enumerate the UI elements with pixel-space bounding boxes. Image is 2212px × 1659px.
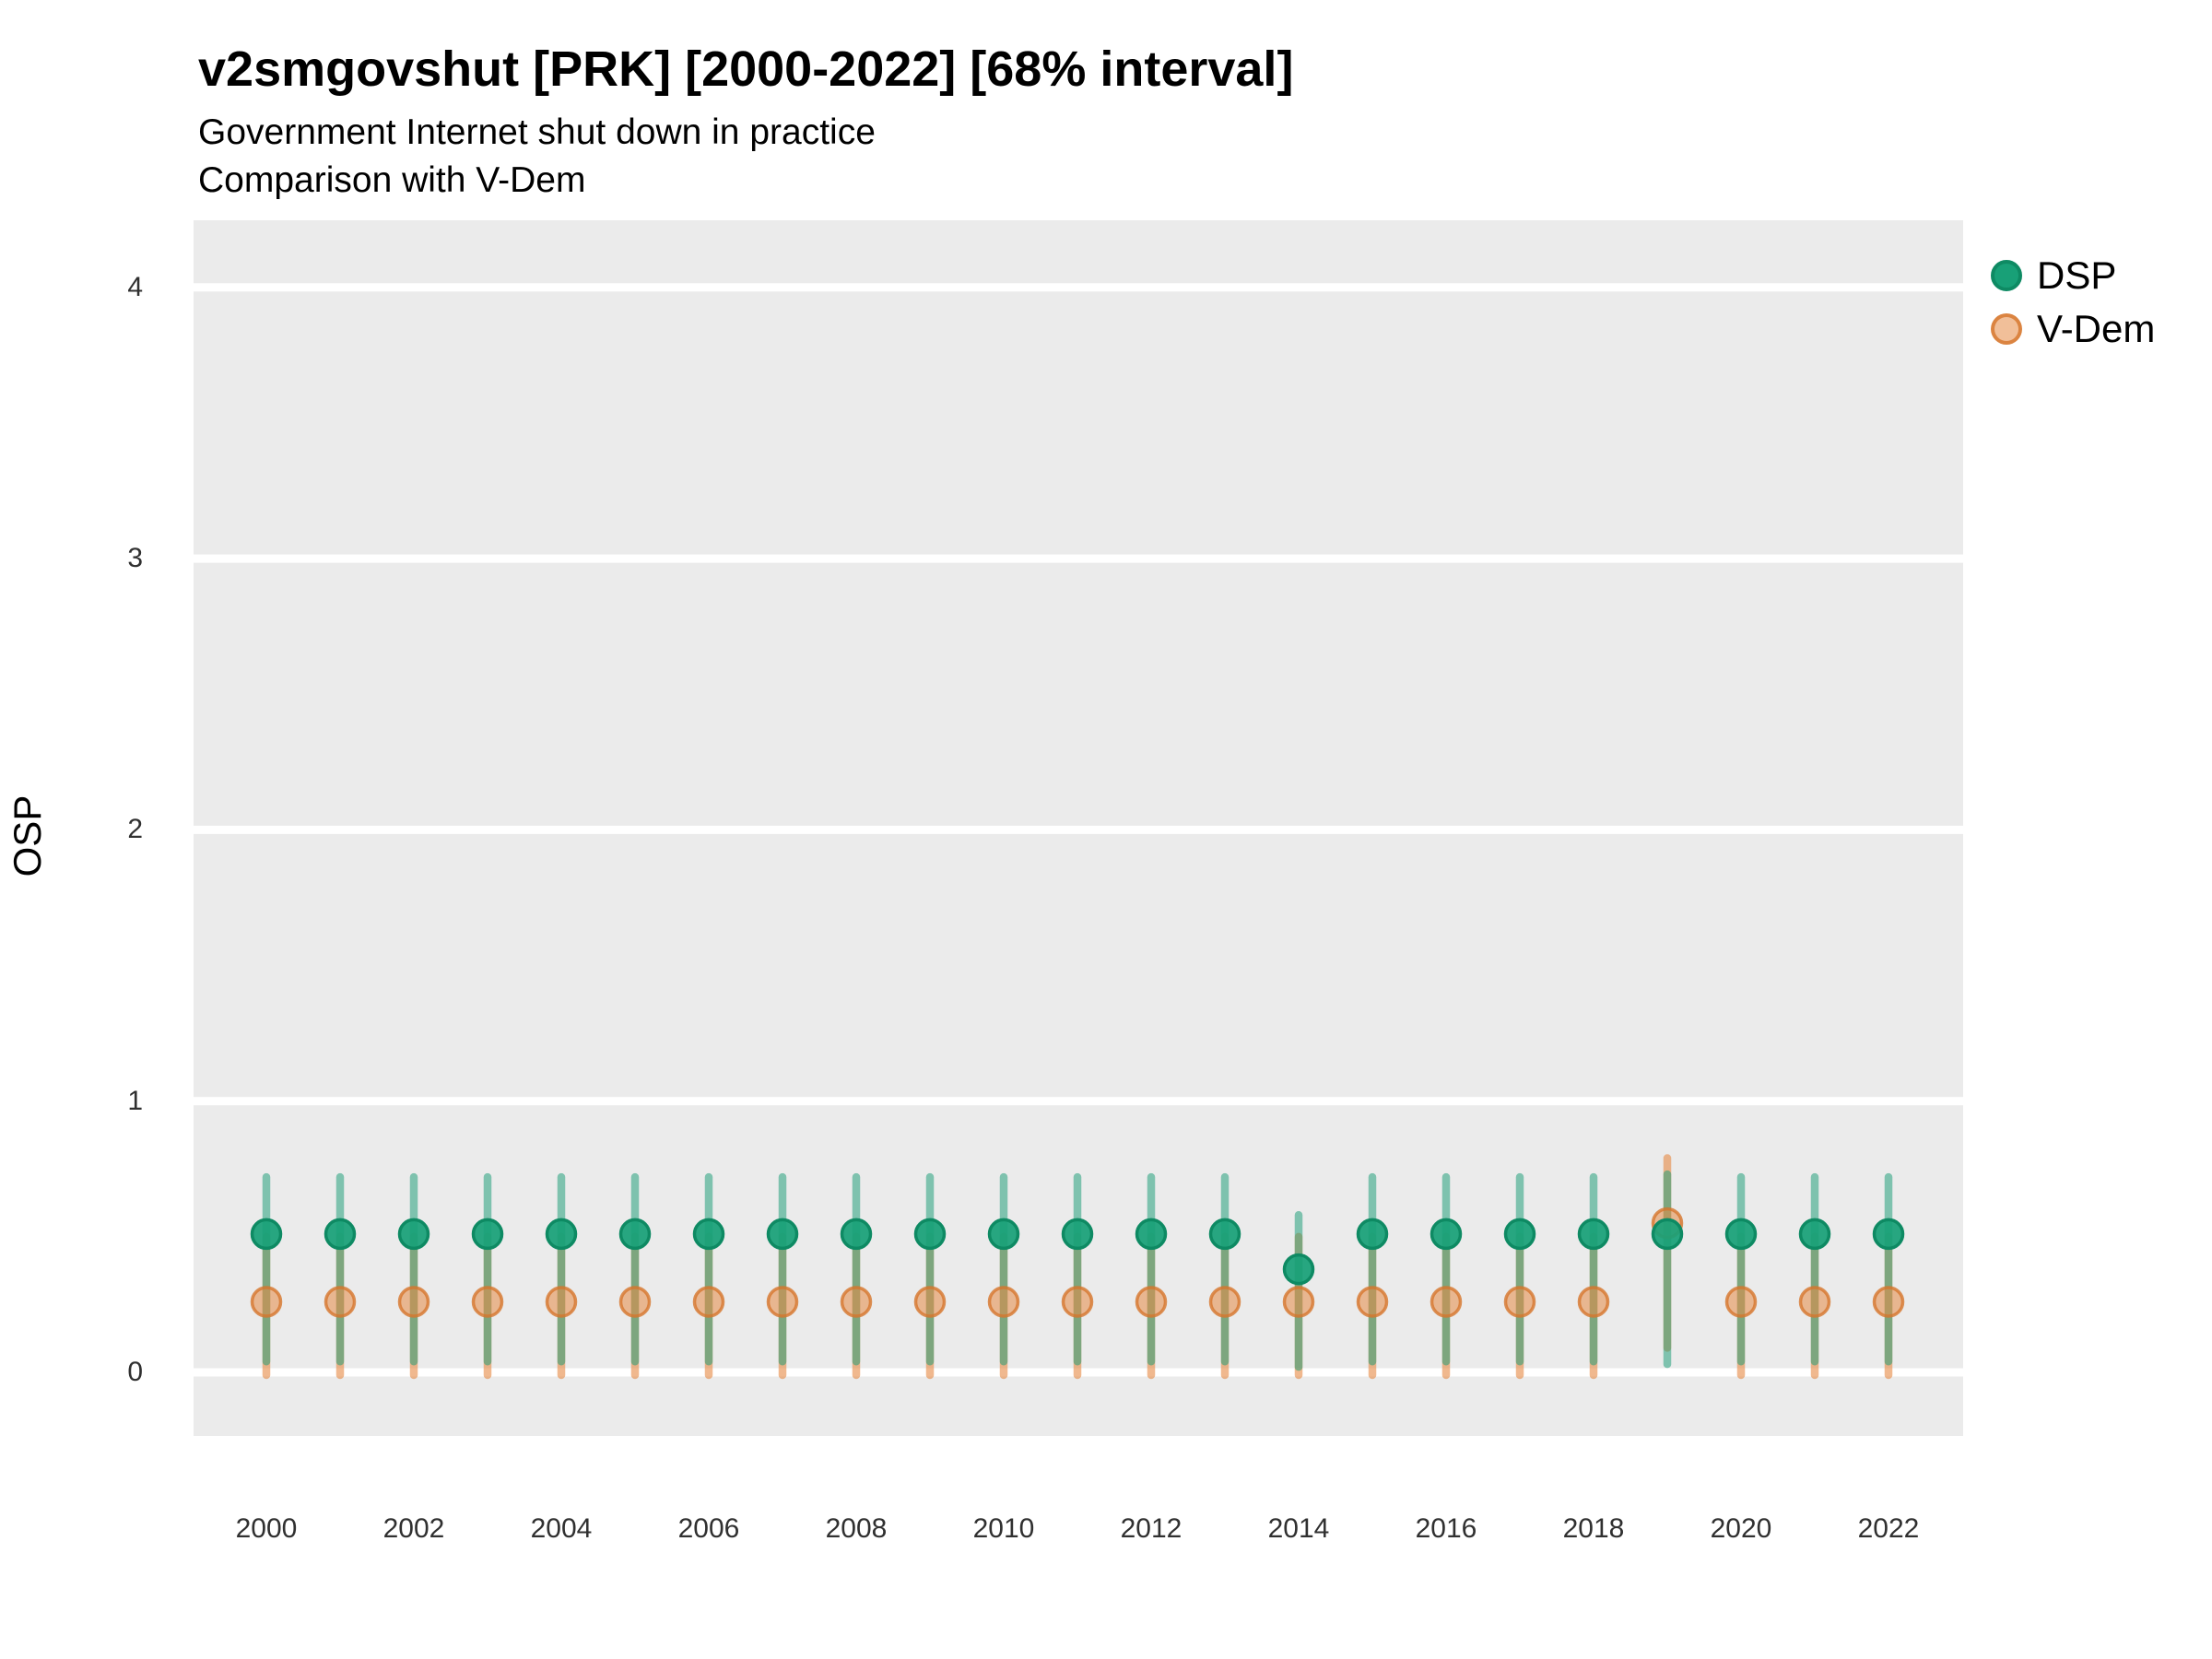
vdem-point-2006 xyxy=(692,1286,725,1318)
dsp-legend-dot-icon xyxy=(1991,260,2022,291)
vdem-point-2003 xyxy=(471,1286,504,1318)
y-tick-label-2: 2 xyxy=(127,814,143,845)
x-tick-label-2004: 2004 xyxy=(530,1513,593,1544)
dsp-point-2014 xyxy=(1282,1253,1315,1286)
legend-item-vdem: V-Dem xyxy=(1991,308,2155,350)
dsp-point-2016 xyxy=(1430,1218,1463,1251)
gridline-y-4 xyxy=(194,283,1963,292)
x-tick-label-2016: 2016 xyxy=(1415,1513,1477,1544)
vdem-point-2016 xyxy=(1430,1286,1463,1318)
dsp-point-2009 xyxy=(913,1218,947,1251)
vdem-point-2021 xyxy=(1798,1286,1831,1318)
vdem-legend-dot-icon xyxy=(1991,313,2022,345)
dsp-point-2018 xyxy=(1577,1218,1610,1251)
vdem-point-2014 xyxy=(1282,1286,1315,1318)
chart-subtitle-line1: Government Internet shut down in practic… xyxy=(198,112,876,152)
vdem-point-2010 xyxy=(987,1286,1020,1318)
gridline-y-3 xyxy=(194,554,1963,563)
x-tick-label-2006: 2006 xyxy=(677,1513,740,1544)
legend-label-vdem: V-Dem xyxy=(2037,307,2156,350)
dsp-point-2020 xyxy=(1724,1218,1758,1251)
x-tick-label-2008: 2008 xyxy=(825,1513,888,1544)
vdem-point-2001 xyxy=(324,1286,357,1318)
legend-label-dsp: DSP xyxy=(2037,253,2117,297)
x-tick-label-2000: 2000 xyxy=(235,1513,298,1544)
vdem-point-2012 xyxy=(1135,1286,1168,1318)
gridline-y-1 xyxy=(194,1097,1963,1106)
vdem-point-2002 xyxy=(397,1286,430,1318)
y-tick-label-1: 1 xyxy=(127,1085,143,1116)
legend-item-dsp: DSP xyxy=(1991,254,2116,297)
chart-title: v2smgovshut [PRK] [2000-2022] [68% inter… xyxy=(198,41,1294,97)
y-tick-label-3: 3 xyxy=(127,543,143,574)
x-tick-label-2014: 2014 xyxy=(1267,1513,1330,1544)
vdem-point-2013 xyxy=(1208,1286,1241,1318)
x-tick-label-2020: 2020 xyxy=(1710,1513,1772,1544)
vdem-point-2008 xyxy=(840,1286,873,1318)
vdem-point-2020 xyxy=(1724,1286,1758,1318)
dsp-point-2008 xyxy=(840,1218,873,1251)
dsp-point-2019 xyxy=(1651,1218,1684,1251)
vdem-point-2011 xyxy=(1061,1286,1094,1318)
dsp-point-2002 xyxy=(397,1218,430,1251)
dsp-point-2004 xyxy=(545,1218,578,1251)
vdem-point-2015 xyxy=(1356,1286,1389,1318)
y-tick-label-4: 4 xyxy=(127,271,143,302)
gridline-y-2 xyxy=(194,825,1963,834)
x-tick-label-2010: 2010 xyxy=(972,1513,1035,1544)
dsp-point-2021 xyxy=(1798,1218,1831,1251)
x-tick-label-2018: 2018 xyxy=(1562,1513,1625,1544)
x-tick-label-2012: 2012 xyxy=(1120,1513,1182,1544)
dsp-point-2013 xyxy=(1208,1218,1241,1251)
dsp-point-2003 xyxy=(471,1218,504,1251)
vdem-point-2017 xyxy=(1503,1286,1536,1318)
dsp-point-2006 xyxy=(692,1218,725,1251)
dsp-point-2005 xyxy=(618,1218,652,1251)
x-tick-label-2002: 2002 xyxy=(382,1513,445,1544)
y-tick-label-0: 0 xyxy=(127,1357,143,1387)
dsp-point-2010 xyxy=(987,1218,1020,1251)
vdem-point-2007 xyxy=(766,1286,799,1318)
vdem-point-2022 xyxy=(1872,1286,1905,1318)
dsp-point-2012 xyxy=(1135,1218,1168,1251)
dsp-point-2015 xyxy=(1356,1218,1389,1251)
dsp-point-2007 xyxy=(766,1218,799,1251)
dsp-point-2022 xyxy=(1872,1218,1905,1251)
vdem-point-2004 xyxy=(545,1286,578,1318)
vdem-point-2005 xyxy=(618,1286,652,1318)
dsp-point-2017 xyxy=(1503,1218,1536,1251)
dsp-point-2000 xyxy=(250,1218,283,1251)
vdem-point-2000 xyxy=(250,1286,283,1318)
x-tick-label-2022: 2022 xyxy=(1857,1513,1920,1544)
dsp-point-2011 xyxy=(1061,1218,1094,1251)
dsp-point-2001 xyxy=(324,1218,357,1251)
vdem-point-2009 xyxy=(913,1286,947,1318)
vdem-point-2018 xyxy=(1577,1286,1610,1318)
chart-subtitle-line2: Comparison with V-Dem xyxy=(198,160,586,200)
